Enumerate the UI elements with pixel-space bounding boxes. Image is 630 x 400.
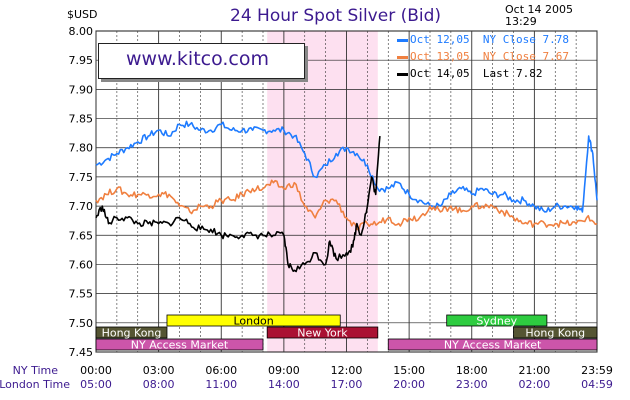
y-unit-label: $USD <box>67 8 98 21</box>
y-tick-label: 7.70 <box>69 200 94 213</box>
legend-series-name: Oct 13,05 <box>410 50 470 63</box>
x-tick-label-ny: 15:00 <box>393 364 425 377</box>
y-tick-label: 7.80 <box>69 142 94 155</box>
x-row-label-ny: NY Time <box>13 364 59 377</box>
x-tick-label-london: 02:00 <box>519 378 551 391</box>
x-tick-label-london: 14:00 <box>268 378 300 391</box>
x-tick-label-ny: 09:00 <box>268 364 300 377</box>
session-bar: NY Access Market <box>95 338 264 352</box>
x-tick-label-ny: 03:00 <box>143 364 175 377</box>
session-bar-fill <box>266 326 379 339</box>
y-tick-label: 7.95 <box>69 54 94 67</box>
y-tick-label: 7.60 <box>69 258 94 271</box>
x-row-label-london: London Time <box>0 378 70 391</box>
legend-swatch <box>397 55 408 59</box>
legend-swatch <box>397 38 408 42</box>
session-bar-fill <box>166 314 341 327</box>
x-tick-label-london: 05:00 <box>80 378 112 391</box>
session-bar-fill <box>95 326 168 339</box>
y-tick-label: 7.75 <box>69 171 94 184</box>
timestamp-date: Oct 14 2005 <box>505 3 574 16</box>
session-label: Sydney <box>476 315 517 328</box>
legend-entry-oct13: Oct 13,05 NY Close 7.67 <box>397 50 569 63</box>
series-line-1 <box>95 120 598 213</box>
session-bar: London <box>166 314 341 328</box>
x-tick-label-ny: 00:00 <box>80 364 112 377</box>
session-bar: Hong Kong <box>95 326 168 340</box>
x-tick-label-london: 20:00 <box>393 378 425 391</box>
session-bar: NY Access Market <box>387 338 598 352</box>
session-bar-fill <box>387 338 598 351</box>
legend-series-name: Oct 12,05 <box>410 33 470 46</box>
session-label: Hong Kong <box>525 327 585 340</box>
x-tick-label-ny: 12:00 <box>331 364 363 377</box>
session-label: NY Access Market <box>444 339 542 352</box>
y-tick-label: 7.50 <box>69 317 94 330</box>
session-bar-fill <box>95 338 264 351</box>
x-tick-label-london: 23:00 <box>456 378 488 391</box>
x-tick-label-ny: 06:00 <box>205 364 237 377</box>
session-bar: New York <box>266 326 379 340</box>
session-bar: Sydney <box>446 314 548 328</box>
legend-close-label: NY Close <box>482 50 536 63</box>
series-line-3 <box>95 136 381 273</box>
ny-session-highlight <box>267 31 378 352</box>
y-tick-label: 7.90 <box>69 83 94 96</box>
watermark-box <box>98 43 305 79</box>
session-bar-fill <box>513 326 598 339</box>
session-label: London <box>233 315 273 328</box>
x-tick-label-london: 11:00 <box>205 378 237 391</box>
legend-swatch <box>397 72 408 76</box>
session-bar: Hong Kong <box>513 326 598 340</box>
legend-entry-oct14: Oct 14,05 Last 7.82 <box>397 67 542 80</box>
legend-close-value: 7.82 <box>515 67 543 80</box>
session-label: Hong Kong <box>102 327 162 340</box>
timestamp-time: 13:29 <box>505 15 537 28</box>
session-bar-fill <box>446 314 548 327</box>
y-tick-label: 8.00 <box>69 25 94 38</box>
chart-title: 24 Hour Spot Silver (Bid) <box>230 6 442 26</box>
session-label: New York <box>297 327 348 340</box>
legend-close-value: 7.67 <box>542 50 569 63</box>
legend-close-label: Last <box>482 67 510 80</box>
series-line-2 <box>95 179 598 231</box>
watermark: www.kitco.com <box>126 48 270 70</box>
x-tick-label-ny: 21:00 <box>519 364 551 377</box>
x-tick-label-london: 04:59 <box>581 378 613 391</box>
y-tick-label: 7.65 <box>69 229 94 242</box>
y-tick-label: 7.85 <box>69 113 94 126</box>
x-tick-label-ny: 18:00 <box>456 364 488 377</box>
x-tick-label-london: 08:00 <box>143 378 175 391</box>
x-tick-label-ny: 23:59 <box>581 364 613 377</box>
x-tick-label-london: 17:00 <box>331 378 363 391</box>
y-tick-label: 7.55 <box>69 288 94 301</box>
legend-close-label: NY Close <box>482 33 536 46</box>
session-label: NY Access Market <box>131 339 229 352</box>
legend-close-value: 7.78 <box>542 33 569 46</box>
y-tick-label: 7.45 <box>69 346 94 359</box>
legend-series-name: Oct 14,05 <box>410 67 470 80</box>
legend-entry-oct12: Oct 12,05 NY Close 7.78 <box>397 33 569 46</box>
